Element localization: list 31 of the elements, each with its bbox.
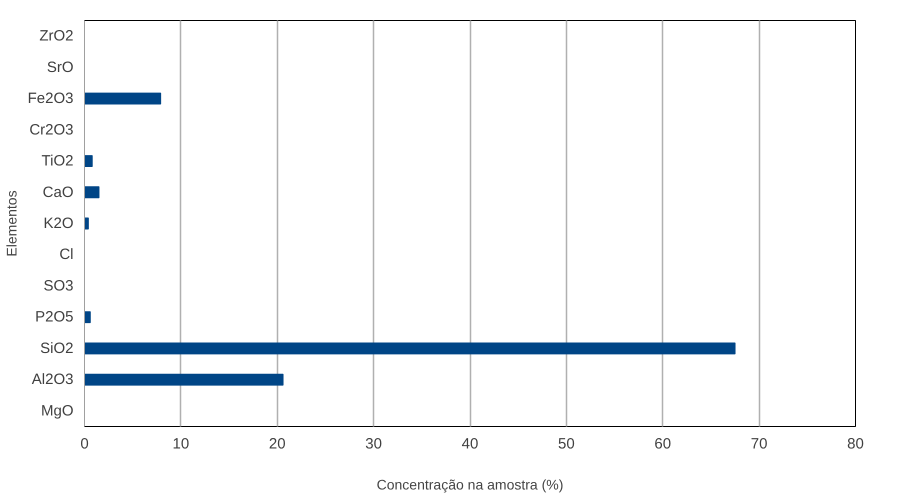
x-tick-label: 10 [172,436,190,452]
bar [84,186,100,198]
y-tick-label: TiO2 [42,152,74,170]
y-tick-label: ZrO2 [39,28,74,45]
bar [84,311,91,324]
x-tick-label: 60 [654,436,672,452]
y-tick-label: Cr2O3 [29,121,74,138]
y-tick-label: Cl [59,246,74,264]
y-tick-label: K2O [43,215,74,232]
x-tick-label: 20 [268,436,286,452]
bar [84,92,162,105]
bar [84,218,89,230]
y-tick-label: Al2O3 [32,371,74,388]
x-tick-label: 80 [847,436,864,452]
y-tick-label: SO3 [43,277,74,294]
y-tick-label: P2O5 [35,308,74,326]
x-axis-title: Concentração na amostra (%) [376,476,564,492]
x-tick-label: 30 [365,436,382,452]
bar [84,342,736,354]
y-tick-label: SrO [46,58,74,76]
y-axis-title: Elementos [4,190,20,257]
x-tick-label: 0 [80,436,89,452]
y-tick-label: SiO2 [40,340,74,357]
x-tick-label: 70 [750,436,768,452]
y-tick-label: MgO [40,402,74,420]
bar [84,155,93,168]
x-tick-label: 50 [558,436,575,452]
y-tick-label: Fe2O3 [28,90,74,108]
y-tick-label: CaO [42,184,74,201]
x-tick-label: 40 [462,436,478,452]
bar [84,374,284,386]
